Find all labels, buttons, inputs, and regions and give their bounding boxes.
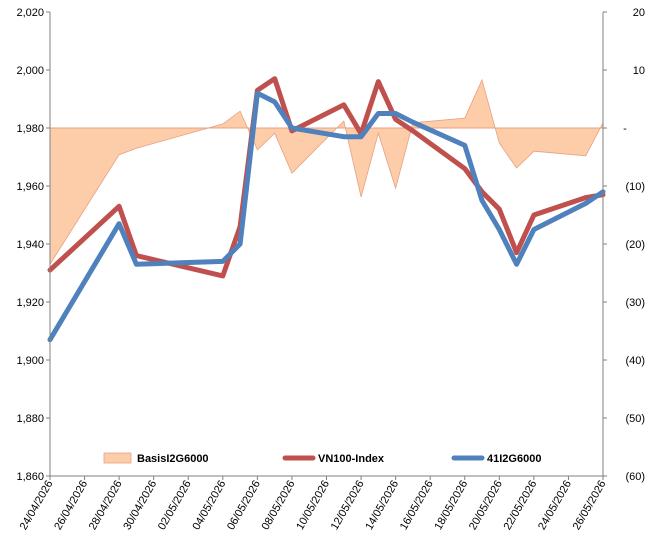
series-2-point-5 xyxy=(256,92,258,94)
series-1-point-18 xyxy=(585,197,587,199)
y-left-tick-label: 1,860 xyxy=(16,471,44,483)
series-2-point-4 xyxy=(239,243,241,245)
series-2-point-15 xyxy=(498,229,500,231)
series-1-point-8 xyxy=(343,104,345,106)
y-right-tick-label: (10) xyxy=(625,181,645,193)
y-right-tick-label: (50) xyxy=(625,413,645,425)
series-2-point-12 xyxy=(412,121,414,123)
series-2-point-1 xyxy=(118,223,120,225)
series-2-point-6 xyxy=(274,101,276,103)
series-2-point-18 xyxy=(585,202,587,204)
y-right-tick-label: (30) xyxy=(625,297,645,309)
series-area-basis xyxy=(49,78,604,266)
series-1-point-12 xyxy=(412,130,414,132)
y-right-tick-label: (60) xyxy=(625,471,645,483)
y-left-tick-label: 1,900 xyxy=(16,355,44,367)
y-left-tick-label: 1,980 xyxy=(16,123,44,135)
series-2-point-14 xyxy=(481,200,483,202)
series-2-point-16 xyxy=(516,263,518,265)
series-1-point-13 xyxy=(464,168,466,170)
series-2-point-7 xyxy=(291,127,293,129)
series-2-point-3 xyxy=(222,260,224,262)
series-1-point-16 xyxy=(516,252,518,254)
y-left-tick-label: 2,020 xyxy=(16,7,44,19)
legend-label-1: VN100-Index xyxy=(318,453,385,465)
series-1-point-3 xyxy=(222,275,224,277)
series-2-point-11 xyxy=(395,113,397,115)
series-2-point-13 xyxy=(464,144,466,146)
y-right-tick-label: (20) xyxy=(625,239,645,251)
series-2-point-10 xyxy=(377,113,379,115)
y-left-tick-label: 2,000 xyxy=(16,65,44,77)
series-2-point-2 xyxy=(135,263,137,265)
series-1-point-11 xyxy=(395,118,397,120)
legend-swatch-basis xyxy=(103,452,132,464)
y-left-tick-label: 1,920 xyxy=(16,297,44,309)
series-1-point-6 xyxy=(274,78,276,80)
series-1-point-10 xyxy=(377,81,379,83)
series-1-point-17 xyxy=(533,214,535,216)
y-right-tick-label: - xyxy=(623,123,627,135)
y-left-tick-label: 1,880 xyxy=(16,413,44,425)
legend-label-0: BasisI2G6000 xyxy=(137,453,209,465)
y-right-tick-label: 20 xyxy=(633,7,645,19)
series-2-point-17 xyxy=(533,229,535,231)
series-2-point-9 xyxy=(360,136,362,138)
series-1-point-1 xyxy=(118,205,120,207)
series-line-1 xyxy=(47,76,606,279)
y-left-tick-label: 1,940 xyxy=(16,239,44,251)
area-layer xyxy=(49,78,604,266)
y-right-tick-label: 10 xyxy=(633,65,645,77)
legend: BasisI2G6000 VN100-Index 41I2G6000 xyxy=(103,452,541,465)
line-layer xyxy=(47,76,606,343)
y-right-tick-label: (40) xyxy=(625,355,645,367)
series-2-point-8 xyxy=(343,136,345,138)
series-1-point-15 xyxy=(498,208,500,210)
series-line-2 xyxy=(47,90,606,343)
y-left-tick-label: 1,960 xyxy=(16,181,44,193)
legend-label-2: 41I2G6000 xyxy=(487,453,541,465)
